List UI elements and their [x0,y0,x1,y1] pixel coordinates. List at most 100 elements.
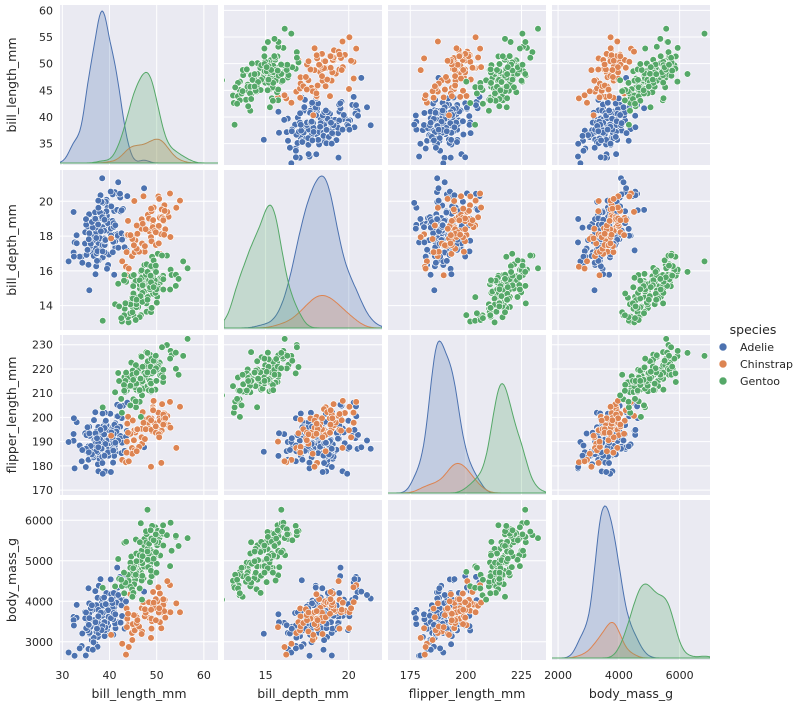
point-adelie [85,621,93,629]
point-gentoo [294,363,303,371]
point-adelie [111,439,119,447]
y-tick-label: 4000 [25,595,53,608]
point-adelie [298,576,306,584]
point-adelie [107,468,115,476]
point-adelie [110,271,118,279]
panel-flipper_length_mm-vs-body_mass_g [552,335,710,495]
point-adelie [116,190,124,198]
point-chinstrap [630,47,638,56]
point-gentoo [636,377,644,385]
point-gentoo [501,275,509,283]
point-gentoo [653,351,661,359]
point-gentoo [462,568,470,576]
point-chinstrap [312,89,321,97]
y-tick-label: 20 [39,195,53,208]
point-chinstrap [335,577,343,585]
point-gentoo [501,35,509,43]
point-chinstrap [318,433,327,441]
point-gentoo [288,357,296,365]
point-chinstrap [586,450,594,458]
point-chinstrap [322,82,330,90]
point-adelie [412,620,420,628]
point-gentoo [521,268,529,276]
point-chinstrap [476,189,484,198]
point-chinstrap [430,248,438,256]
point-gentoo [244,102,252,110]
point-adelie [335,589,343,597]
point-adelie [578,132,587,140]
point-chinstrap [477,63,485,71]
point-adelie [617,119,626,127]
point-chinstrap [456,93,464,101]
point-gentoo [260,568,269,577]
point-gentoo [279,77,287,85]
point-gentoo [152,377,160,385]
point-gentoo [117,314,125,322]
point-gentoo [667,54,675,62]
point-chinstrap [336,50,344,59]
point-gentoo [647,368,655,376]
point-adelie [297,121,305,129]
point-gentoo [473,309,481,317]
point-gentoo [132,557,141,565]
point-gentoo [233,395,241,403]
point-adelie [427,119,435,127]
panel-body_mass_g-vs-body_mass_g [552,500,710,660]
point-chinstrap [608,66,617,74]
point-adelie [78,446,86,454]
point-adelie [308,99,316,107]
y-tick-label: 230 [32,339,53,352]
point-gentoo [673,77,682,86]
point-chinstrap [125,457,133,465]
point-adelie [78,457,86,465]
point-adelie [640,206,648,214]
point-chinstrap [129,416,137,425]
point-adelie [123,192,131,200]
point-gentoo [657,285,665,294]
point-gentoo [251,557,259,565]
panel-bill_depth_mm-vs-flipper_length_mm [388,170,546,330]
point-gentoo [263,555,271,563]
point-chinstrap [430,604,438,613]
point-gentoo [293,527,301,536]
point-chinstrap [133,425,141,433]
point-adelie [412,614,420,622]
point-adelie [433,215,441,223]
point-adelie [320,636,328,644]
point-chinstrap [326,429,334,437]
point-adelie [296,109,304,117]
point-gentoo [146,578,154,586]
point-adelie [288,127,296,135]
point-chinstrap [589,111,598,119]
point-gentoo [636,60,644,68]
point-adelie [319,468,327,476]
y-tick-label: 14 [39,300,53,313]
point-chinstrap [630,208,638,216]
point-chinstrap [417,66,425,74]
point-chinstrap [352,398,360,406]
y-tick-label: 220 [32,363,53,376]
point-gentoo [236,387,244,395]
point-adelie [93,257,101,265]
point-gentoo [277,506,285,514]
point-gentoo [143,506,152,514]
point-chinstrap [139,419,148,427]
point-chinstrap [130,197,138,205]
panel-bill_length_mm-vs-bill_depth_mm [224,5,382,165]
point-adelie [612,150,620,158]
point-adelie [363,103,371,111]
point-gentoo [251,368,259,377]
point-gentoo [504,63,512,71]
point-chinstrap [338,37,347,46]
point-adelie [574,152,582,161]
point-chinstrap [595,271,604,279]
point-chinstrap [459,87,467,95]
point-chinstrap [124,217,132,225]
point-chinstrap [434,37,442,46]
point-gentoo [668,363,676,371]
point-chinstrap [459,589,467,598]
point-gentoo [514,536,522,544]
point-gentoo [238,401,246,410]
point-chinstrap [616,421,624,429]
point-chinstrap [322,447,330,455]
